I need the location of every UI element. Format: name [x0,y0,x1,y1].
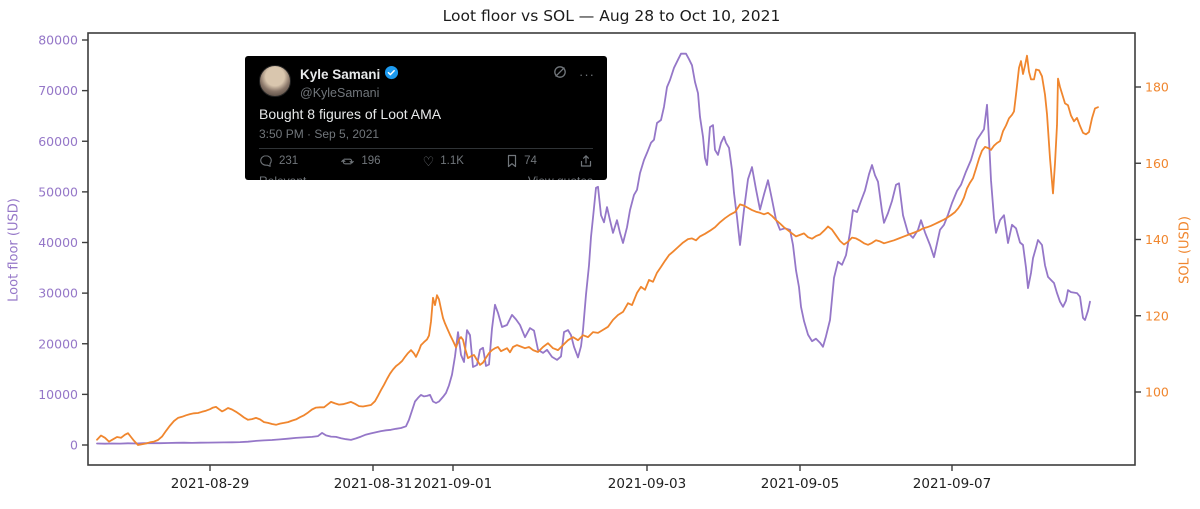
retweet-count: 196 [361,155,381,167]
tweet-footer: Relevant View quotes [259,174,593,180]
left-tick-label: 60000 [38,134,78,149]
tweet-card[interactable]: Kyle Samani @KyleSamani [245,56,607,180]
bookmark-button[interactable]: 74 [506,154,537,168]
retweet-icon [340,155,355,168]
footer-right-label[interactable]: View quotes [528,174,593,180]
right-tick-label: 160 [1145,156,1169,171]
right-tick-label: 100 [1145,385,1169,400]
loot-floor-line [96,52,1091,445]
left-tick-label: 70000 [38,83,78,98]
tweet-timestamp: 3:50 PM · Sep 5, 2021 [259,127,380,141]
x-tick-label: 2021-09-01 [414,476,492,492]
left-tick-label: 10000 [38,387,78,402]
divider [259,148,593,149]
left-tick-label: 80000 [38,33,78,48]
right-tick-label: 120 [1145,308,1169,323]
left-tick-label: 40000 [38,235,78,250]
share-button[interactable] [579,154,593,168]
like-count: 1.1K [440,155,464,167]
right-axis-label: SOL (USD) [1177,216,1193,284]
x-tick-label: 2021-09-05 [761,476,839,492]
sol-price-line [96,54,1099,446]
x-tick-label: 2021-08-29 [171,476,249,492]
left-tick-label: 0 [70,438,78,453]
reply-count: 231 [279,155,299,167]
author-handle: @KyleSamani [300,86,380,100]
verified-badge-icon [384,65,399,86]
more-menu-icon[interactable]: ··· [579,66,595,82]
tweet-header: Kyle Samani @KyleSamani [259,65,595,102]
retweet-button[interactable]: 196 [340,155,381,168]
share-icon [579,154,593,168]
tweet-author[interactable]: Kyle Samani @KyleSamani [300,65,399,102]
chart-title: Loot floor vs SOL — Aug 28 to Oct 10, 20… [442,7,781,25]
x-tick-label: 2021-09-07 [913,476,991,492]
reply-button[interactable]: 231 [259,154,298,168]
author-name[interactable]: Kyle Samani [300,67,381,83]
bookmark-count: 74 [524,155,537,167]
left-tick-label: 30000 [38,286,78,301]
right-tick-label: 180 [1145,80,1169,95]
footer-left-label[interactable]: Relevant [259,174,306,180]
plot-frame [87,32,1136,466]
tweet-action-bar: 231 196 ♡ 1.1K [259,154,593,168]
x-tick-label: 2021-09-03 [608,476,686,492]
tweet-text: Bought 8 figures of Loot AMA [259,106,442,122]
x-tick-label: 2021-08-31 [334,476,412,492]
like-button[interactable]: ♡ 1.1K [423,155,464,168]
heart-icon: ♡ [422,153,435,169]
left-tick-label: 50000 [38,184,78,199]
bookmark-icon [506,154,518,168]
grok-icon[interactable] [553,65,567,84]
avatar[interactable] [259,65,291,97]
reply-icon [259,154,273,168]
right-tick-label: 140 [1145,232,1169,247]
left-tick-label: 20000 [38,336,78,351]
left-axis-label: Loot floor (USD) [6,198,22,302]
